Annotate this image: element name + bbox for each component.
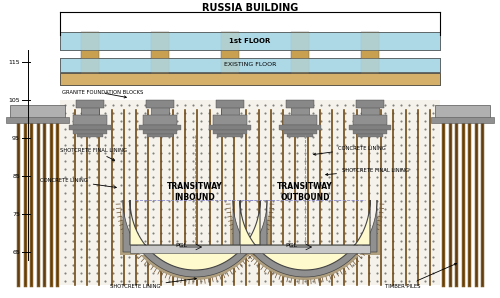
Bar bbox=[60, 32, 440, 50]
Bar bbox=[221, 100, 239, 120]
Bar bbox=[283, 115, 317, 125]
Bar bbox=[146, 100, 174, 108]
Bar bbox=[209, 125, 251, 130]
Text: EXISTING FLOOR: EXISTING FLOOR bbox=[224, 63, 276, 68]
Polygon shape bbox=[123, 200, 267, 277]
Bar bbox=[291, 100, 309, 120]
Text: 115: 115 bbox=[8, 60, 20, 64]
Text: 95: 95 bbox=[12, 136, 20, 140]
Bar bbox=[60, 58, 440, 72]
Bar bbox=[10, 105, 65, 120]
Bar bbox=[6, 117, 69, 123]
Bar bbox=[279, 125, 321, 130]
Bar bbox=[221, 32, 239, 85]
Bar bbox=[130, 245, 260, 253]
Bar bbox=[240, 245, 370, 253]
Polygon shape bbox=[233, 200, 377, 277]
Text: TIMBER PILES: TIMBER PILES bbox=[385, 263, 456, 289]
Text: SHOTCRETE LINING: SHOTCRETE LINING bbox=[110, 278, 196, 289]
Bar bbox=[353, 115, 387, 125]
Bar bbox=[361, 100, 379, 120]
Bar bbox=[213, 130, 247, 134]
Bar bbox=[431, 117, 494, 123]
Bar bbox=[353, 130, 387, 134]
Bar bbox=[60, 32, 440, 50]
Bar bbox=[356, 100, 384, 108]
Bar bbox=[349, 125, 391, 130]
Text: 75: 75 bbox=[12, 212, 20, 217]
Text: GRANITE FOUNDATION BLOCKS: GRANITE FOUNDATION BLOCKS bbox=[62, 91, 144, 98]
Bar bbox=[69, 125, 111, 130]
Text: PGL: PGL bbox=[175, 243, 187, 248]
Bar bbox=[60, 58, 440, 72]
Bar bbox=[73, 130, 107, 134]
Bar bbox=[287, 134, 313, 137]
Bar bbox=[151, 100, 169, 120]
Bar bbox=[81, 100, 99, 120]
Bar bbox=[435, 105, 490, 120]
Bar bbox=[143, 130, 177, 134]
Text: 65: 65 bbox=[12, 249, 20, 254]
Bar bbox=[217, 134, 243, 137]
Bar bbox=[143, 115, 177, 125]
Bar bbox=[60, 73, 440, 85]
Text: SHOTCRETE FINAL LINING: SHOTCRETE FINAL LINING bbox=[60, 148, 127, 160]
Bar bbox=[213, 115, 247, 125]
Bar bbox=[81, 32, 99, 85]
Text: 105: 105 bbox=[8, 97, 20, 103]
Bar bbox=[216, 100, 244, 108]
Polygon shape bbox=[120, 200, 270, 280]
Text: TRANSITWAY
INBOUND: TRANSITWAY INBOUND bbox=[167, 182, 223, 202]
Text: CONCRETE LINING: CONCRETE LINING bbox=[40, 178, 117, 188]
Bar bbox=[291, 32, 309, 85]
Polygon shape bbox=[130, 200, 260, 270]
Text: SHOTCRETE FINAL LINING: SHOTCRETE FINAL LINING bbox=[326, 167, 409, 176]
Bar bbox=[283, 130, 317, 134]
Text: TRANSITWAY
OUTBOUND: TRANSITWAY OUTBOUND bbox=[277, 182, 333, 202]
Text: CONCRETE LINING: CONCRETE LINING bbox=[314, 145, 386, 155]
Bar bbox=[73, 115, 107, 125]
Bar bbox=[60, 100, 440, 285]
Bar bbox=[147, 134, 173, 137]
Polygon shape bbox=[240, 200, 370, 270]
Text: 85: 85 bbox=[12, 173, 20, 179]
Bar bbox=[286, 100, 314, 108]
Text: RUSSIA BUILDING: RUSSIA BUILDING bbox=[202, 3, 298, 13]
Bar bbox=[60, 73, 440, 85]
Bar bbox=[151, 32, 169, 85]
Text: PGL: PGL bbox=[285, 243, 297, 248]
Bar bbox=[76, 100, 104, 108]
Bar bbox=[357, 134, 383, 137]
Bar bbox=[139, 125, 181, 130]
Polygon shape bbox=[230, 200, 380, 280]
Bar bbox=[77, 134, 103, 137]
Bar bbox=[361, 32, 379, 85]
Text: 1st FLOOR: 1st FLOOR bbox=[230, 38, 270, 44]
